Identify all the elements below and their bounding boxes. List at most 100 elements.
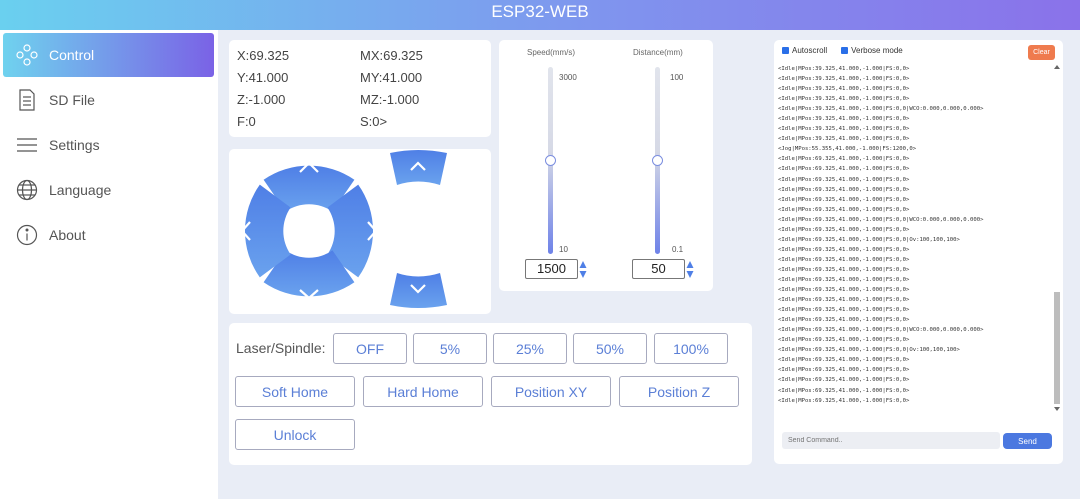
console-options: Autoscroll Verbose mode [782,46,903,55]
jog-z-plus-button[interactable] [390,150,447,185]
info-icon [15,223,39,247]
chevron-right-icon [367,221,378,241]
jog-z-minus-button[interactable] [390,273,447,308]
console-line: <Idle|MPos:69.325,41.000,-1.000|FS:0,0> [778,256,910,263]
console-line: <Idle|MPos:69.325,41.000,-1.000|FS:0,0> [778,387,910,394]
console-scrollbar[interactable] [1053,64,1061,412]
console-line: <Idle|MPos:69.325,41.000,-1.000|FS:0,0> [778,226,910,233]
soft-home-button[interactable]: Soft Home [235,376,355,407]
console-line: <Idle|MPos:69.325,41.000,-1.000|FS:0,0> [778,166,910,173]
console-line: <Idle|MPos:69.325,41.000,-1.000|FS:0,0> [778,266,910,273]
verbose-label: Verbose mode [851,46,903,55]
speed-max-label: 3000 [559,73,577,82]
verbose-checkbox[interactable] [841,47,849,54]
jog-settings-panel: Speed(mm/s) Distance(mm) 3000 10 100 0.1… [499,40,713,291]
mx-position: MX:69.325 [360,48,423,63]
console-line: <Idle|MPos:69.325,41.000,-1.000|FS:0,0> [778,337,910,344]
y-position: Y:41.000 [237,70,289,85]
z-position: Z:-1.000 [237,92,286,107]
console-line: <Idle|MPos:69.325,41.000,-1.000|FS:0,0> [778,377,910,384]
send-button[interactable]: Send [1003,433,1052,449]
console-line: <Idle|MPos:69.325,41.000,-1.000|FS:0,0|O… [778,236,960,243]
jog-y-minus-button[interactable] [263,250,355,300]
laser-5-button[interactable]: 5% [413,333,487,364]
sidebar-item-label: Control [49,47,95,63]
x-position: X:69.325 [237,48,290,63]
console-line: <Idle|MPos:69.325,41.000,-1.000|FS:0,0> [778,397,910,404]
sidebar-item-about[interactable]: About [3,213,214,257]
jog-x-minus-button[interactable] [240,184,291,278]
speed-slider-handle[interactable] [545,155,556,166]
laser-50-button[interactable]: 50% [573,333,647,364]
jog-x-plus-button[interactable] [327,184,378,278]
spindle-speed: S:0> [360,114,388,129]
command-input[interactable] [782,432,1000,449]
machine-controls-panel: Laser/Spindle: OFF 5% 25% 50% 100% Soft … [229,323,752,465]
app-header: ESP32-WEB [0,0,1080,30]
chevron-left-icon [240,221,251,241]
console-line: <Idle|MPos:69.325,41.000,-1.000|FS:0,0> [778,357,910,364]
scroll-down-icon[interactable] [1053,406,1061,412]
console-line: <Idle|MPos:39.325,41.000,-1.000|FS:0,0> [778,96,910,103]
distance-label: Distance(mm) [633,48,683,57]
distance-stepper-icon[interactable] [686,260,694,279]
console-line: <Idle|MPos:69.325,41.000,-1.000|FS:0,0|O… [778,347,960,354]
sidebar-item-label: Settings [49,137,100,153]
autoscroll-checkbox[interactable] [782,47,789,54]
sidebar-item-control[interactable]: Control [3,33,214,77]
sidebar-item-language[interactable]: Language [3,168,214,212]
position-xy-button[interactable]: Position XY [491,376,611,407]
console-line: <Jog|MPos:55.355,41.000,-1.000|FS:1200,0… [778,146,917,153]
speed-input[interactable]: 1500 [525,259,578,279]
sidebar: Control SD File Settings Language [0,30,218,499]
console-line: <Idle|MPos:69.325,41.000,-1.000|FS:0,0> [778,287,910,294]
console-line: <Idle|MPos:39.325,41.000,-1.000|FS:0,0> [778,116,910,123]
console-line: <Idle|MPos:39.325,41.000,-1.000|FS:0,0> [778,76,910,83]
speed-label: Speed(mm/s) [527,48,576,57]
jog-panel [229,149,491,314]
console-line: <Idle|MPos:69.325,41.000,-1.000|FS:0,0> [778,307,910,314]
speed-min-label: 10 [559,245,568,254]
chevron-down-icon [410,284,426,294]
console-log: <Idle|MPos:39.325,41.000,-1.000|FS:0,0> <… [778,64,1054,434]
position-panel: X:69.325 Y:41.000 Z:-1.000 F:0 MX:69.325… [229,40,491,137]
console-line: <Idle|MPos:39.325,41.000,-1.000|FS:0,0> [778,126,910,133]
scroll-up-icon[interactable] [1053,64,1061,70]
chevron-up-icon [299,161,319,173]
laser-100-button[interactable]: 100% [654,333,728,364]
unlock-button[interactable]: Unlock [235,419,355,450]
laser-spindle-label: Laser/Spindle: [236,340,326,356]
console-line: <Idle|MPos:69.325,41.000,-1.000|FS:0,0> [778,186,910,193]
console-line: <Idle|MPos:69.325,41.000,-1.000|FS:0,0|W… [778,327,984,334]
console-line: <Idle|MPos:39.325,41.000,-1.000|FS:0,0> [778,86,910,93]
console-line: <Idle|MPos:69.325,41.000,-1.000|FS:0,0> [778,367,910,374]
console-line: <Idle|MPos:69.325,41.000,-1.000|FS:0,0> [778,246,910,253]
distance-max-label: 100 [670,73,684,82]
clear-button[interactable]: Clear [1028,45,1055,60]
distance-slider-handle[interactable] [652,155,663,166]
jog-y-plus-button[interactable] [263,161,355,212]
sidebar-item-settings[interactable]: Settings [3,123,214,167]
console-line: <Idle|MPos:39.325,41.000,-1.000|FS:0,0> [778,136,910,143]
hard-home-button[interactable]: Hard Home [363,376,483,407]
console-line: <Idle|MPos:69.325,41.000,-1.000|FS:0,0|W… [778,216,984,223]
console-line: <Idle|MPos:69.325,41.000,-1.000|FS:0,0> [778,317,910,324]
laser-25-button[interactable]: 25% [493,333,567,364]
file-icon [15,88,39,112]
chevron-down-icon [299,289,319,300]
distance-input[interactable]: 50 [632,259,685,279]
feed-rate: F:0 [237,114,256,129]
menu-icon [15,133,39,157]
sidebar-item-sd-file[interactable]: SD File [3,78,214,122]
distance-min-label: 0.1 [672,245,684,254]
laser-off-button[interactable]: OFF [333,333,407,364]
speed-stepper-icon[interactable] [579,260,587,279]
position-z-button[interactable]: Position Z [619,376,739,407]
mz-position: MZ:-1.000 [360,92,420,107]
sidebar-item-label: About [49,227,86,243]
sidebar-item-label: SD File [49,92,95,108]
console-line: <Idle|MPos:39.325,41.000,-1.000|FS:0,0|W… [778,106,984,113]
console-line: <Idle|MPos:69.325,41.000,-1.000|FS:0,0> [778,206,910,213]
chevron-up-icon [410,161,426,171]
scrollbar-thumb[interactable] [1054,292,1060,404]
